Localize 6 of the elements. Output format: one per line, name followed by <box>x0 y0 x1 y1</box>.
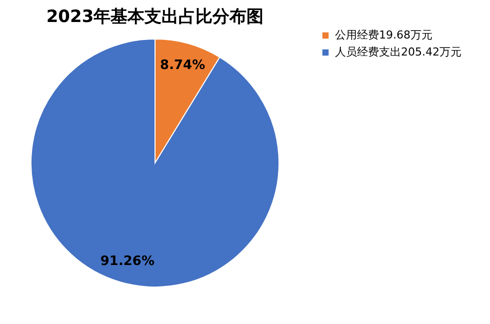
pie-slice <box>30 38 280 288</box>
chart-title: 2023年基本支出占比分布图 <box>46 7 264 27</box>
legend-label: 人员经费支出205.42万元 <box>335 46 462 58</box>
legend-label: 公用经费19.68万元 <box>335 28 432 42</box>
data-label: 91.26% <box>100 254 155 269</box>
data-label: 8.74% <box>160 58 206 74</box>
